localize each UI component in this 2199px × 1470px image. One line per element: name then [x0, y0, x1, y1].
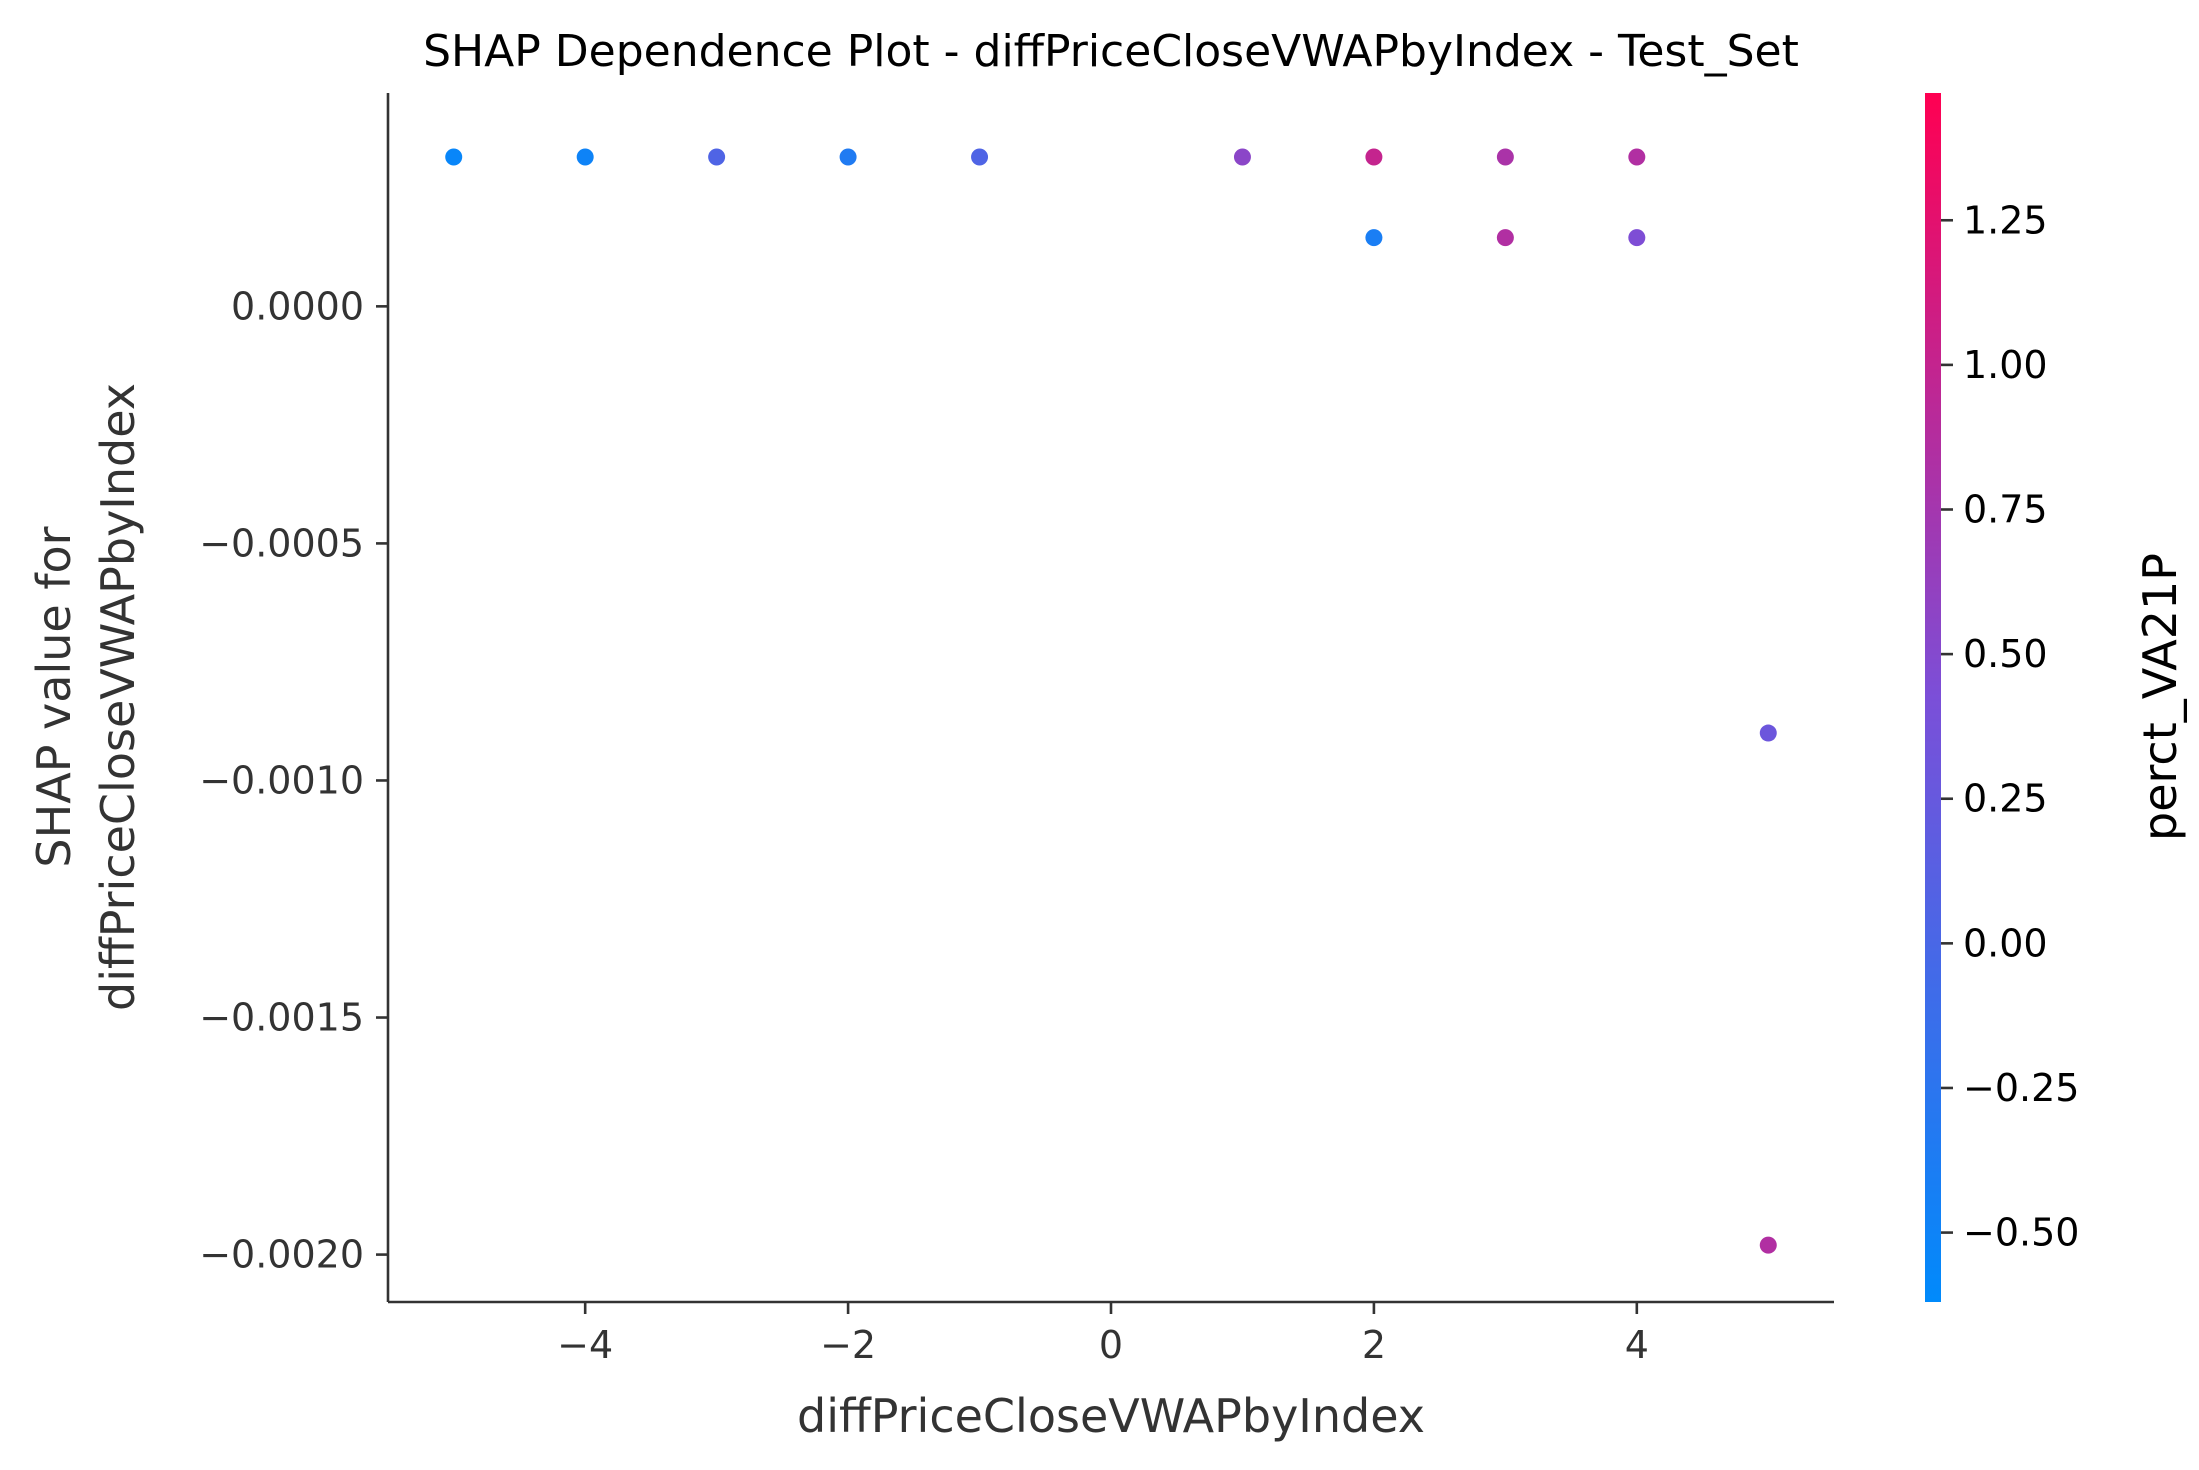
x-tick-label: −2: [820, 1323, 876, 1367]
scatter-point: [1233, 148, 1251, 166]
scatter-point: [1496, 229, 1514, 247]
colorbar-tick-label: −0.50: [1963, 1211, 2079, 1255]
scatter-point: [708, 148, 726, 166]
y-tick-label: −0.0010: [199, 758, 364, 802]
colorbar-tick-label: 0.75: [1963, 487, 2048, 531]
x-axis-label: diffPriceCloseVWAPbyIndex: [797, 1389, 1425, 1443]
scatter-point: [445, 148, 463, 166]
scatter-point: [1628, 148, 1646, 166]
colorbar-tick-label: −0.25: [1963, 1066, 2079, 1110]
y-axis-label-line-1: SHAP value for: [27, 526, 81, 867]
scatter-point: [1759, 724, 1777, 742]
scatter-point: [1365, 229, 1383, 247]
colorbar-tick-label: 0.00: [1963, 921, 2048, 965]
scatter-point: [1628, 229, 1646, 247]
colorbar-ticks: −0.50 −0.25 0.00 0.25 0.50 0.75 1.00 1.25: [1941, 198, 2079, 1255]
scatter-point: [576, 148, 594, 166]
scatter-points: [445, 148, 1777, 1254]
y-axis-label-line-2: diffPriceCloseVWAPbyIndex: [91, 383, 145, 1011]
colorbar-tick-label: 1.25: [1963, 198, 2048, 242]
scatter-point: [1365, 148, 1383, 166]
colorbar: [1925, 93, 1941, 1302]
y-tick-label: −0.0005: [199, 521, 364, 565]
x-axis-ticks: −4 −2 0 2 4: [557, 1302, 1649, 1367]
colorbar-tick-label: 0.25: [1963, 777, 2048, 821]
scatter-point: [1759, 1236, 1777, 1254]
x-tick-label: 0: [1099, 1323, 1123, 1367]
chart-title: SHAP Dependence Plot - diffPriceCloseVWA…: [423, 26, 1799, 77]
x-tick-label: 2: [1362, 1323, 1386, 1367]
y-tick-label: 0.0000: [231, 284, 364, 328]
y-tick-label: −0.0020: [199, 1233, 364, 1277]
scatter-point: [839, 148, 857, 166]
colorbar-tick-label: 0.50: [1963, 632, 2048, 676]
y-axis-ticks: 0.0000 −0.0005 −0.0010 −0.0015 −0.0020: [199, 284, 388, 1277]
x-tick-label: −4: [557, 1323, 613, 1367]
scatter-point: [971, 148, 989, 166]
scatter-point: [1496, 148, 1514, 166]
y-tick-label: −0.0015: [199, 996, 364, 1040]
colorbar-label: perct_VA21P: [2133, 553, 2187, 841]
x-tick-label: 4: [1625, 1323, 1649, 1367]
colorbar-tick-label: 1.00: [1963, 343, 2048, 387]
